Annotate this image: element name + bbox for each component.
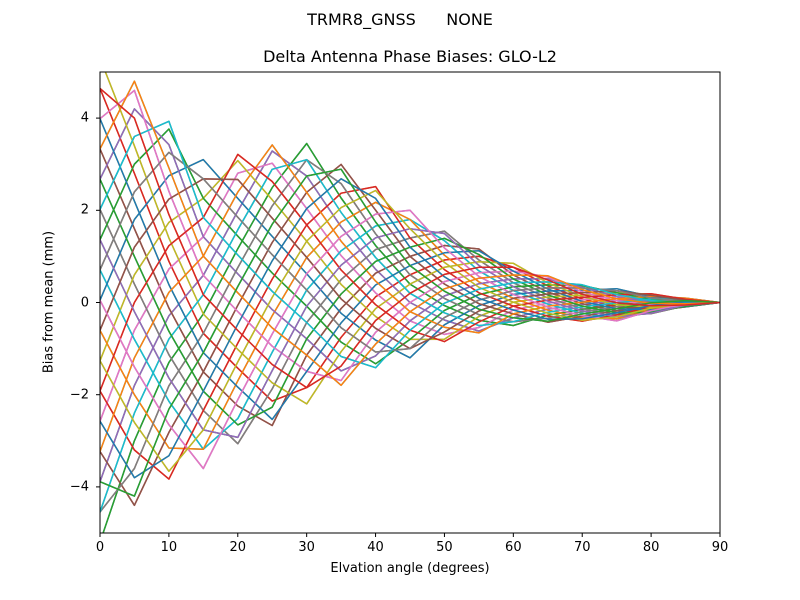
series-line (100, 168, 720, 497)
series-line (100, 209, 720, 445)
x-tick-label: 50 (436, 540, 453, 555)
tick-marks (96, 117, 721, 537)
series-line (100, 158, 720, 513)
data-lines (100, 72, 720, 533)
x-tick-label: 0 (95, 540, 105, 555)
series-line (100, 189, 720, 473)
series-line (100, 185, 720, 480)
y-tick-label: 2 (80, 202, 89, 218)
series-line (100, 158, 720, 359)
y-tick-label: 4 (80, 110, 89, 126)
series-line (100, 209, 720, 470)
x-tick-label: 10 (160, 540, 178, 555)
y-tick-label: −4 (69, 479, 89, 495)
series-line (100, 108, 720, 372)
series-line (104, 72, 720, 405)
series-line (100, 87, 720, 389)
series-line (102, 142, 720, 533)
series-line (100, 201, 720, 450)
x-tick-label: 90 (711, 540, 729, 555)
figure-suptitle: TRMR8_GNSS NONE (307, 10, 493, 29)
series-line (100, 163, 720, 507)
y-tick-label: −2 (69, 387, 89, 403)
series-line (100, 80, 720, 387)
series-line (100, 89, 720, 382)
y-axis-label: Bias from mean (mm) (41, 230, 57, 374)
series-line (100, 158, 720, 513)
series-line (100, 151, 720, 353)
chart-title: Delta Antenna Phase Biases: GLO-L2 (263, 47, 557, 66)
series-line (100, 120, 720, 369)
x-tick-label: 40 (367, 540, 384, 555)
series-line (100, 178, 720, 350)
x-axis-label: Elvation angle (degrees) (330, 561, 490, 576)
x-tick-label: 80 (642, 540, 660, 555)
series-line (100, 201, 720, 450)
x-tick-label: 30 (298, 540, 315, 555)
series-line (100, 151, 720, 353)
series-line (100, 209, 720, 445)
series-line (100, 89, 720, 382)
series-line (100, 178, 720, 350)
series-line (100, 178, 720, 479)
x-tick-label: 20 (229, 540, 247, 555)
y-tick-label: 0 (80, 295, 89, 310)
series-line (100, 158, 720, 513)
series-line (102, 142, 720, 533)
x-tick-label: 60 (505, 540, 522, 555)
x-tick-label: 70 (573, 540, 591, 555)
series-line (100, 163, 720, 507)
series-line (100, 128, 720, 365)
series-line (100, 158, 720, 513)
